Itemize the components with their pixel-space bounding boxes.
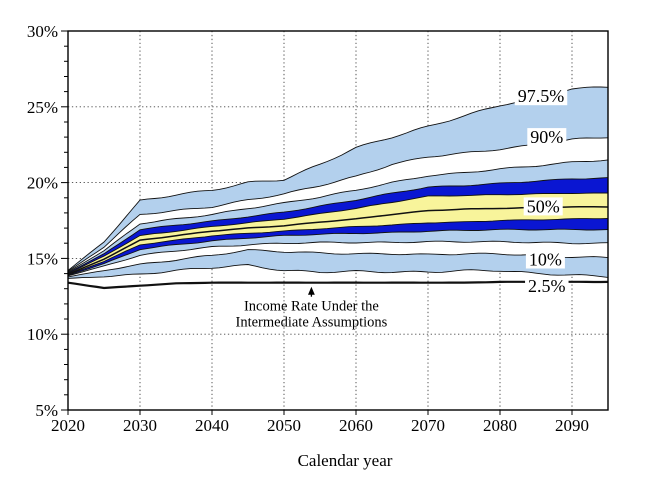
x-tick-label-2060: 2060 xyxy=(339,416,373,435)
percentile-line-30th xyxy=(67,228,609,276)
percentile-label-text-10%: 10% xyxy=(529,250,562,270)
percentile-label-text-97.5%: 97.5% xyxy=(518,86,565,106)
percentile-label-50%: 50% xyxy=(523,196,563,216)
band-10-20 xyxy=(68,241,608,277)
plot-frame xyxy=(67,30,609,411)
percentile-label-2.5%: 2.5% xyxy=(525,276,569,296)
axis-ticks xyxy=(61,30,573,415)
band-80-90 xyxy=(68,137,608,272)
annotation-arrow-head xyxy=(308,286,315,295)
y-tick-label-5: 5% xyxy=(35,401,58,420)
x-tick-label-2090: 2090 xyxy=(555,416,589,435)
x-tick-label-2040: 2040 xyxy=(195,416,229,435)
percentile-label-97.5%: 97.5% xyxy=(514,86,568,106)
band-40-60 xyxy=(68,192,608,275)
x-axis-title: Calendar year xyxy=(298,451,393,470)
band-2.5-10 xyxy=(68,249,608,279)
percentile-label-box-90% xyxy=(527,128,567,147)
percentile-label-90%: 90% xyxy=(527,127,567,147)
band-20-30 xyxy=(68,229,608,276)
percentile-lines xyxy=(67,86,609,290)
y-tick-label-30: 30% xyxy=(27,22,58,41)
band-30-40 xyxy=(68,218,608,276)
annotation-text-line2: Intermediate Assumptions xyxy=(235,315,387,331)
x-tick-label-2070: 2070 xyxy=(411,416,445,435)
percentile-line-70th xyxy=(67,177,609,274)
x-tick-label-2020: 2020 xyxy=(51,416,85,435)
x-tick-label-2030: 2030 xyxy=(123,416,157,435)
y-tick-label-25: 25% xyxy=(27,98,58,117)
percentile-line-20th xyxy=(67,240,609,277)
percentile-line-90th xyxy=(67,137,609,272)
band-90-97.5 xyxy=(68,86,608,272)
percentile-line-80th xyxy=(67,159,609,273)
fan-bands xyxy=(68,86,608,279)
percentile-line-2.5th xyxy=(67,264,609,279)
percentile-line-40th xyxy=(67,218,609,276)
percentile-label-text-50%: 50% xyxy=(527,196,560,216)
y-tick-label-10: 10% xyxy=(27,325,58,344)
band-70-80 xyxy=(68,159,608,273)
median-line xyxy=(67,205,609,275)
percentile-line-60th xyxy=(67,192,609,275)
percentile-label-box-2.5% xyxy=(525,277,569,295)
percentile-line-10th xyxy=(67,249,609,278)
annotation-text-line1: Income Rate Under the xyxy=(244,299,379,315)
y-tick-label-15: 15% xyxy=(27,249,58,268)
percentile-label-box-97.5% xyxy=(514,87,568,106)
y-tick-label-20: 20% xyxy=(27,174,58,193)
percentile-label-box-10% xyxy=(525,250,565,269)
percentile-label-text-90%: 90% xyxy=(530,127,563,147)
x-tick-label-2080: 2080 xyxy=(483,416,517,435)
percentile-label-10%: 10% xyxy=(525,250,565,270)
percentile-label-text-2.5%: 2.5% xyxy=(528,276,566,296)
x-tick-label-2050: 2050 xyxy=(267,416,301,435)
percentile-label-box-50% xyxy=(523,197,563,216)
intermediate-income-rate-line xyxy=(67,280,609,290)
